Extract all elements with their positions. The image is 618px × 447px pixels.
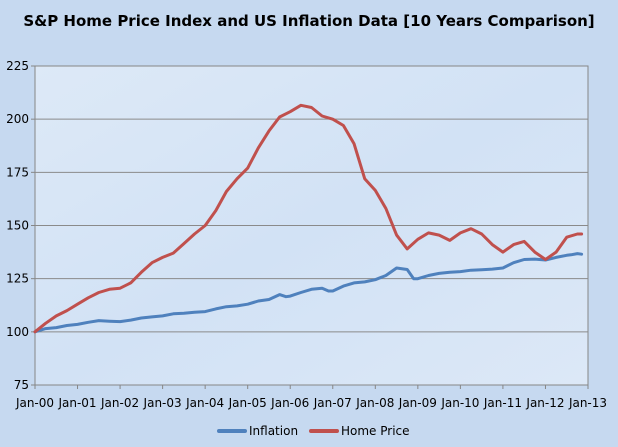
y-tick-label: 175 [6, 165, 29, 179]
series-line-inflation [33, 252, 584, 334]
x-tick-label: Jan-09 [398, 396, 437, 410]
x-tick-label: Jan-05 [228, 396, 267, 410]
x-tick-label: Jan-03 [143, 396, 182, 410]
x-tick-label: Jan-01 [57, 396, 96, 410]
series-lines [33, 103, 584, 334]
legend: Inflation Home Price [217, 424, 410, 438]
x-tick-label: Jan-00 [15, 396, 54, 410]
y-tick-label: 75 [14, 378, 29, 392]
legend-label-home-price: Home Price [341, 424, 410, 438]
x-tick-label: Jan-12 [525, 396, 564, 410]
x-tick-label: Jan-06 [270, 396, 309, 410]
y-tick-label: 150 [6, 219, 29, 233]
y-tick-label: 225 [6, 59, 29, 73]
y-tick-label: 200 [6, 112, 29, 126]
x-tick-label: Jan-08 [355, 396, 394, 410]
y-tick-label: 125 [6, 272, 29, 286]
gridlines [35, 118, 588, 333]
x-tick-label: Jan-02 [100, 396, 139, 410]
series-line-home-price [33, 103, 584, 334]
x-tick-label: Jan-07 [313, 396, 352, 410]
x-tick-label: Jan-13 [568, 396, 607, 410]
y-axis-ticks: 75 100 125 150 175 200 225 [6, 59, 35, 392]
x-tick-label: Jan-04 [185, 396, 224, 410]
y-tick-label: 100 [6, 325, 29, 339]
x-tick-label: Jan-11 [483, 396, 522, 410]
chart-title: S&P Home Price Index and US Inflation Da… [23, 12, 594, 30]
x-tick-label: Jan-10 [440, 396, 479, 410]
legend-label-inflation: Inflation [249, 424, 298, 438]
x-axis-ticks: Jan-00 Jan-01 Jan-02 Jan-03 Jan-04 Jan-05 Jan-… [15, 385, 607, 410]
